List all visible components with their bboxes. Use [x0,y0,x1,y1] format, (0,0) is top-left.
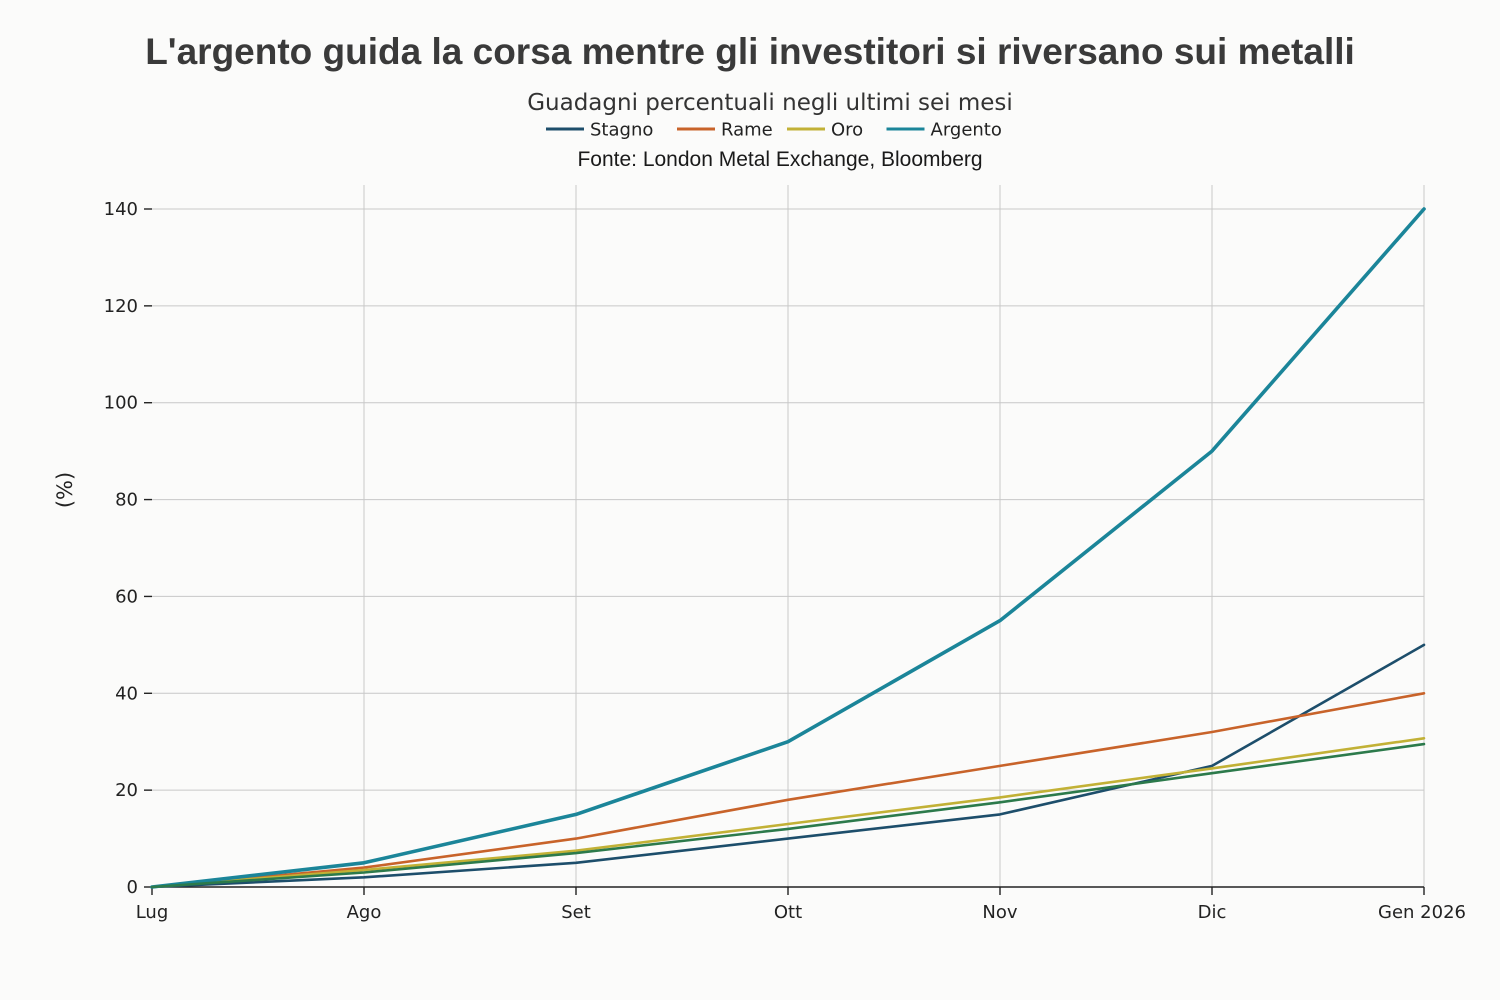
y-tick-label: 0 [127,877,138,898]
x-tick-label: Dic [1198,902,1227,923]
y-tick-label: 140 [104,199,138,220]
grid [152,185,1425,887]
y-tick-label: 100 [104,393,138,414]
series-line-stagno [150,643,1426,889]
series-line-argento [150,207,1426,889]
chart-legend: Stagno Rame Oro Argento [546,120,1002,141]
series-line-oro [150,736,1426,889]
legend-label-rame: Rame [721,120,773,141]
chart-title: L'argento guida la corsa mentre gli inve… [145,31,1355,72]
y-tick-label: 120 [104,296,138,317]
y-axis-label: (%) [53,472,77,508]
x-tick-label: Ago [347,902,382,923]
series-line-unnamed [150,742,1426,889]
legend-label-oro: Oro [831,120,863,141]
y-tick-label: 40 [115,683,138,704]
y-tick-label: 80 [115,490,138,511]
series-line-rame [150,691,1426,889]
series-lines [150,207,1426,889]
axes: 0 20 40 60 80 100 120 140 Lug Ago Set Ott Nov Dic Gen … [104,199,1466,923]
x-tick-label: Lug [136,902,169,923]
x-tick-label: Set [561,902,591,923]
y-tick-label: 60 [115,586,138,607]
chart-source: Fonte: London Metal Exchange, Bloomberg [577,148,982,171]
x-tick-label: Gen 2026 [1378,902,1466,923]
y-tick-label: 20 [115,780,138,801]
x-tick-label: Ott [774,902,802,923]
legend-label-stagno: Stagno [590,120,653,141]
chart-subtitle: Guadagni percentuali negli ultimi sei me… [527,90,1013,116]
legend-label-argento: Argento [931,120,1002,141]
x-tick-label: Nov [982,902,1017,923]
